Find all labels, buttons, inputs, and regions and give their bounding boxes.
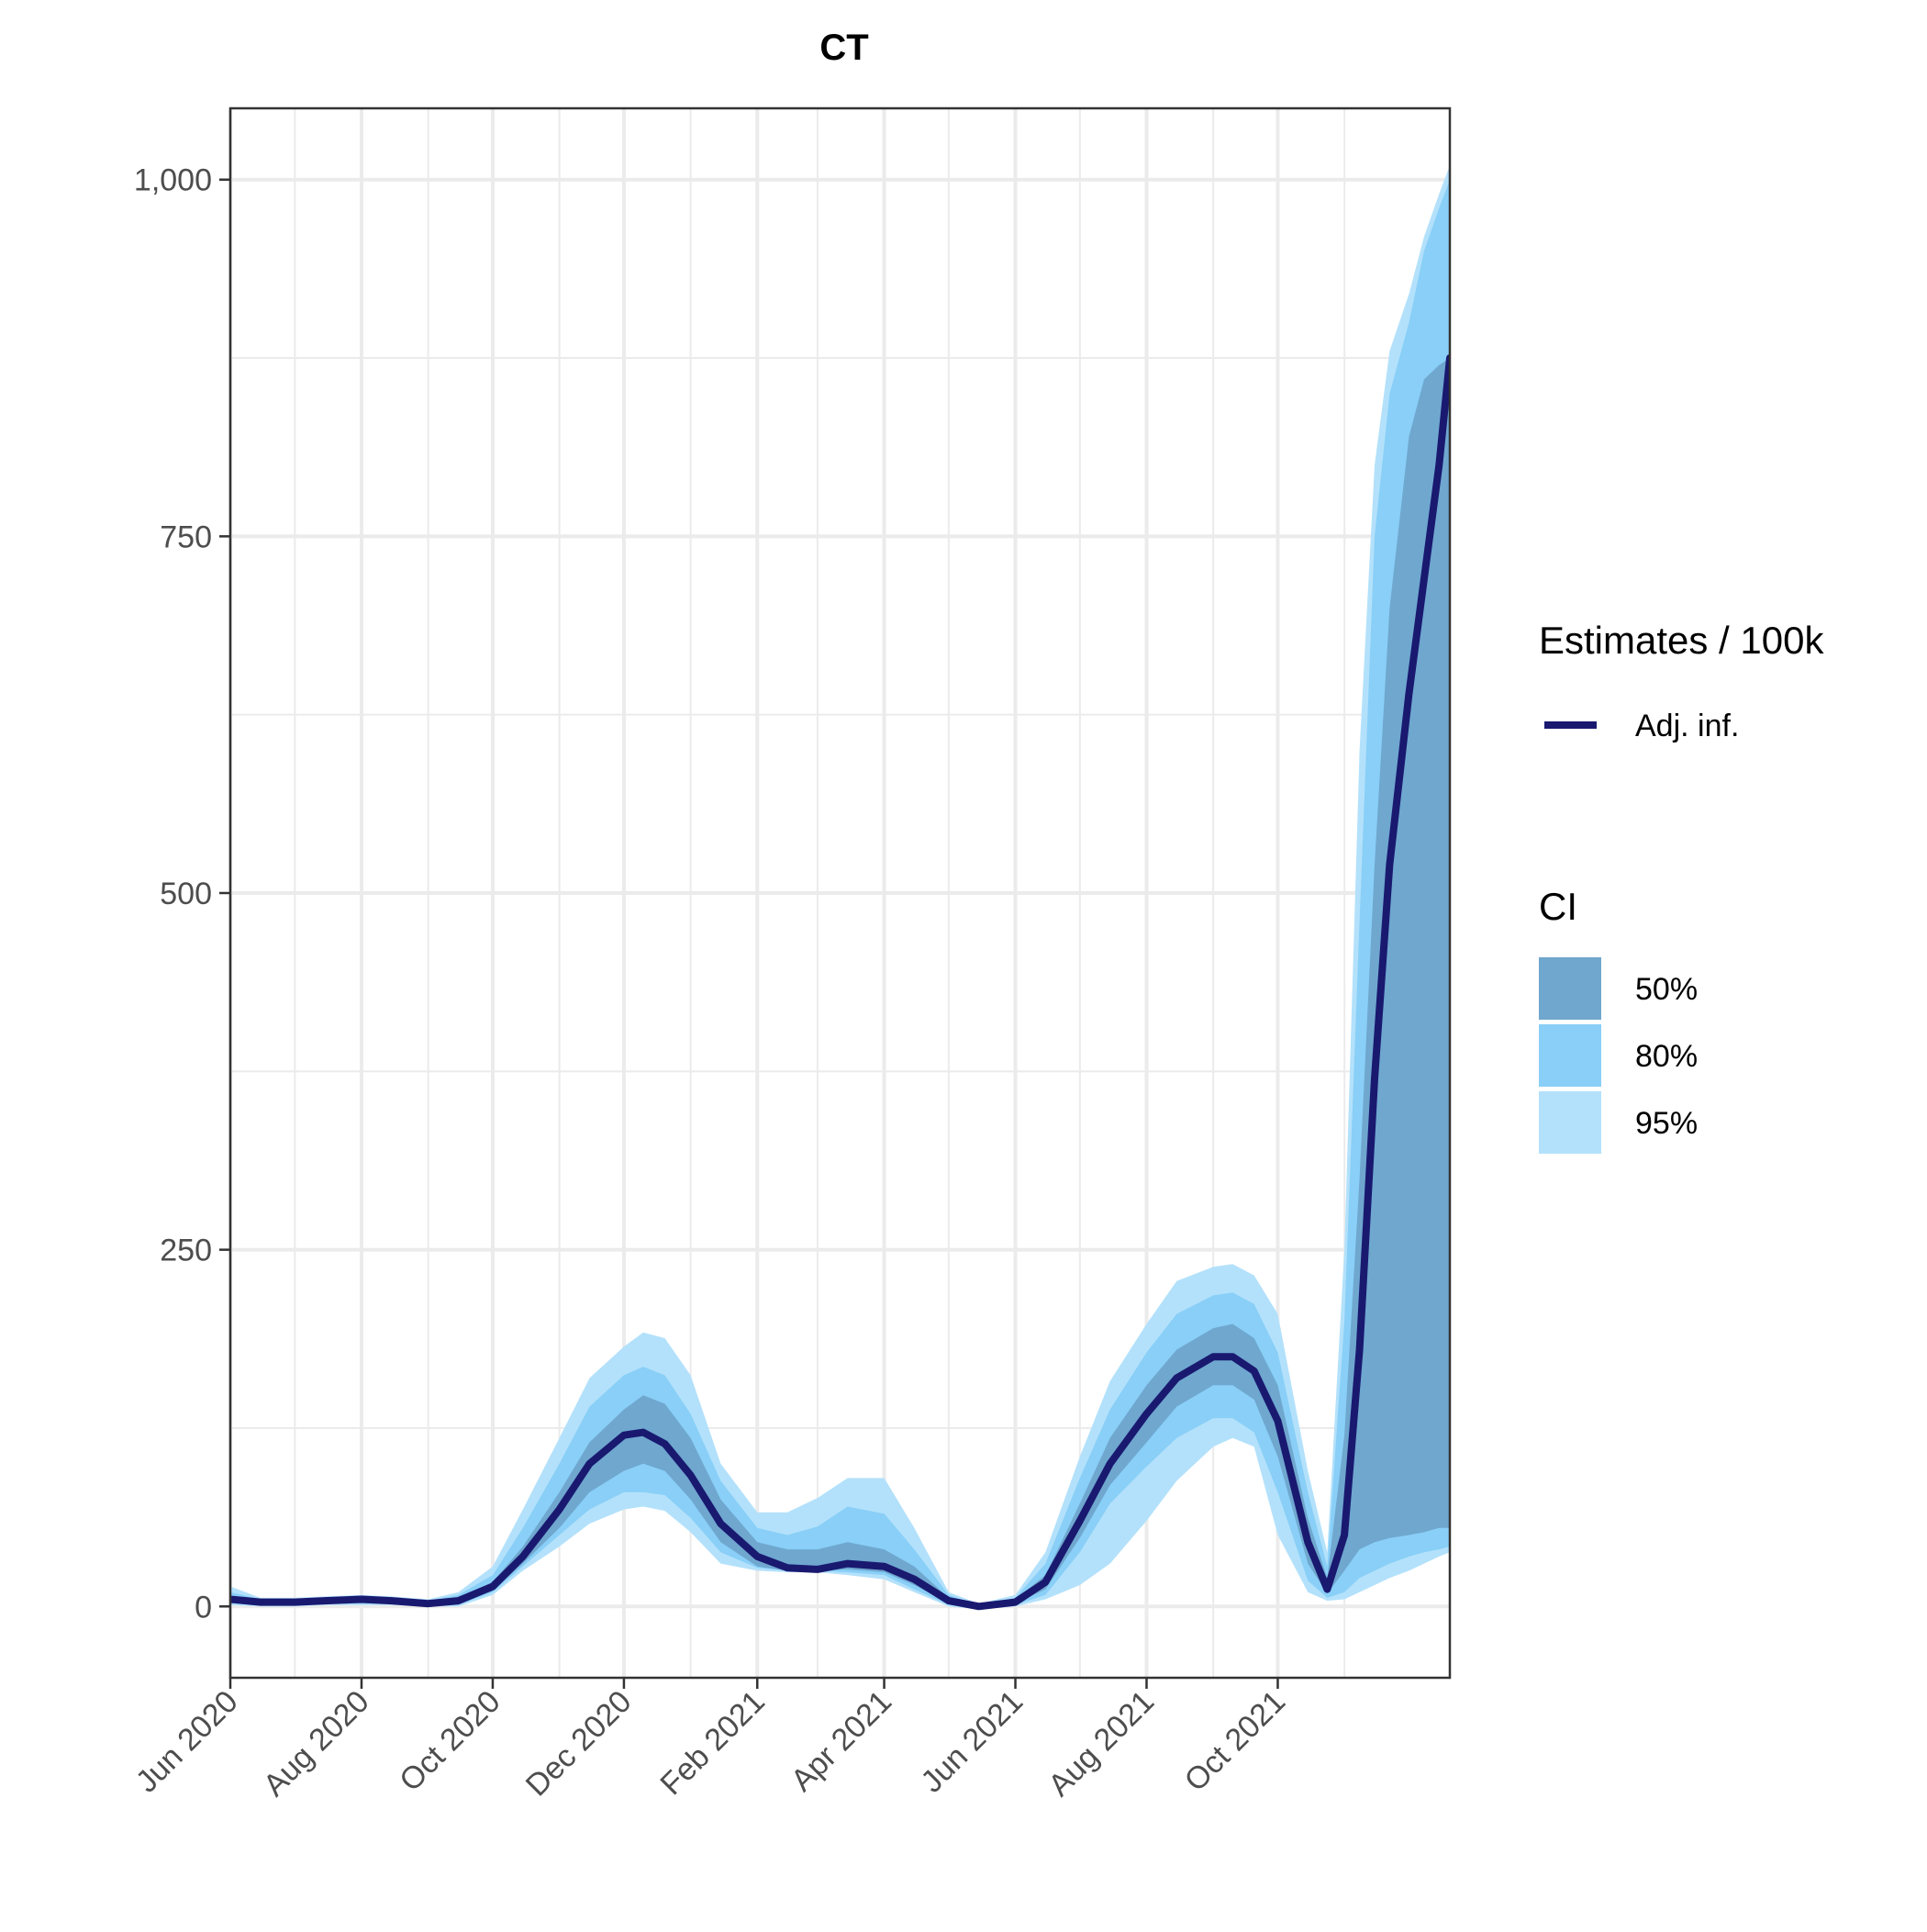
legend-label-ci95: 95% — [1635, 1106, 1698, 1141]
y-tick-label: 250 — [160, 1234, 212, 1268]
y-tick-label: 0 — [195, 1590, 212, 1625]
legend-title-ci: CI — [1539, 885, 1577, 928]
series-line-adj-inf — [230, 354, 1450, 1611]
legend-label-adj-inf: Adj. inf. — [1635, 709, 1739, 743]
legend-swatch-ci80 — [1539, 1024, 1601, 1087]
x-tick-label: Aug 2021 — [1041, 1684, 1161, 1804]
x-tick-label: Apr 2021 — [785, 1684, 898, 1798]
y-axis: 0 250 500 750 1,000 — [134, 163, 230, 1625]
x-tick-label: Aug 2020 — [257, 1684, 376, 1804]
x-axis: Jun 2020 Aug 2020 Oct 2020 Dec 2020 Feb 2021… — [129, 1678, 1292, 1804]
x-tick-label: Jun 2020 — [129, 1684, 245, 1800]
x-tick-label: Dec 2020 — [519, 1684, 639, 1804]
x-tick-label: Oct 2021 — [1178, 1684, 1292, 1798]
x-tick-label: Feb 2021 — [653, 1684, 771, 1802]
legend-swatch-ci50 — [1539, 957, 1601, 1020]
y-tick-label: 1,000 — [134, 163, 212, 198]
y-tick-label: 750 — [160, 519, 212, 554]
x-tick-label: Jun 2021 — [914, 1684, 1030, 1800]
y-tick-label: 500 — [160, 877, 212, 911]
legend-label-ci80: 80% — [1635, 1039, 1698, 1074]
chart-title: CT — [819, 28, 868, 68]
legend-label-ci50: 50% — [1635, 972, 1698, 1007]
x-tick-label: Oct 2020 — [393, 1684, 507, 1798]
legend-title-estimates: Estimates / 100k — [1539, 619, 1824, 662]
legend-swatch-ci95 — [1539, 1091, 1601, 1154]
legend: Estimates / 100k Adj. inf. CI 50% 80% 95% — [1539, 619, 1824, 1154]
